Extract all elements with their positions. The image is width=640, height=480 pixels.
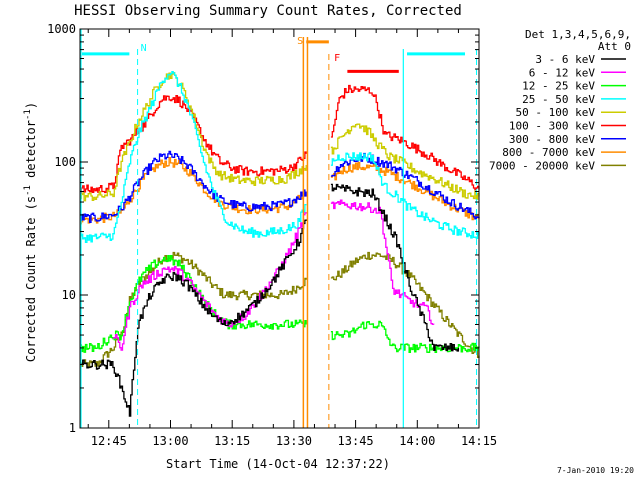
- legend-label: 7000 - 20000 keV: [489, 159, 595, 172]
- legend-label: 100 - 300 keV: [509, 120, 595, 133]
- series-line-100to300keV: [330, 84, 480, 191]
- flag-label-n: N: [141, 43, 147, 54]
- series-line-7000to20000keV: [80, 251, 307, 369]
- y-axis-label-sup1: -1: [23, 185, 33, 196]
- timestamp: 7-Jan-2010 19:20: [557, 466, 634, 475]
- series-line-50to100keV: [80, 72, 307, 202]
- x-tick-label: 13:45: [338, 434, 374, 448]
- series-line-300to800keV: [80, 150, 307, 224]
- legend-header-line1: Det 1,3,4,5,6,9,: [525, 28, 631, 41]
- series-line-3to6keV: [330, 183, 460, 352]
- chart-title: HESSI Observing Summary Count Rates, Cor…: [74, 3, 462, 19]
- flag-label-f: F: [334, 53, 340, 64]
- series-line-25to50keV: [330, 152, 480, 239]
- plot-frame: [79, 28, 480, 429]
- legend-label: 3 - 6 keV: [535, 53, 595, 66]
- series-line-300to800keV: [330, 152, 480, 220]
- series-line-50to100keV: [330, 123, 480, 200]
- x-tick-label: 14:15: [461, 434, 497, 448]
- series-line-12to25keV: [330, 320, 480, 354]
- y-axis-label-mid: detector: [24, 120, 38, 185]
- x-tick-label: 13:00: [152, 434, 188, 448]
- legend-label: 6 - 12 keV: [529, 66, 596, 79]
- series-line-3to6keV: [80, 219, 307, 417]
- x-axis-label: Start Time (14-Oct-04 12:37:22): [166, 457, 390, 471]
- legend-label: 50 - 100 keV: [516, 106, 596, 119]
- x-tick-label: 13:15: [214, 434, 250, 448]
- plot-area: N S F 12:45 13:00 13:15 13:30 13:45 14:00 14:15 1 1…: [47, 22, 497, 448]
- legend-label: 300 - 800 keV: [509, 133, 595, 146]
- series-line-25to50keV: [80, 70, 307, 243]
- y-axis-label-sup2: -1: [23, 109, 33, 120]
- y-tick-label: 1000: [47, 22, 76, 36]
- y-tick-label: 100: [54, 155, 76, 169]
- y-axis-label: Corrected Count Rate (s-1 detector-1): [23, 102, 38, 362]
- flag-label-s: S: [297, 36, 303, 47]
- series-line-12to25keV: [80, 255, 307, 353]
- x-tick-label: 13:30: [276, 434, 312, 448]
- legend-header-line2: Att 0: [598, 40, 631, 53]
- y-axis-label-main: Corrected Count Rate (s: [24, 196, 38, 362]
- legend-label: 12 - 25 keV: [522, 80, 595, 93]
- x-tick-label: 14:00: [399, 434, 435, 448]
- legend-label: 800 - 7000 keV: [502, 146, 595, 159]
- y-tick-label: 1: [69, 421, 76, 435]
- x-tick-label: 12:45: [91, 434, 127, 448]
- y-axis-label-end: ): [24, 102, 38, 109]
- legend-label: 25 - 50 keV: [522, 93, 595, 106]
- y-tick-label: 10: [62, 288, 76, 302]
